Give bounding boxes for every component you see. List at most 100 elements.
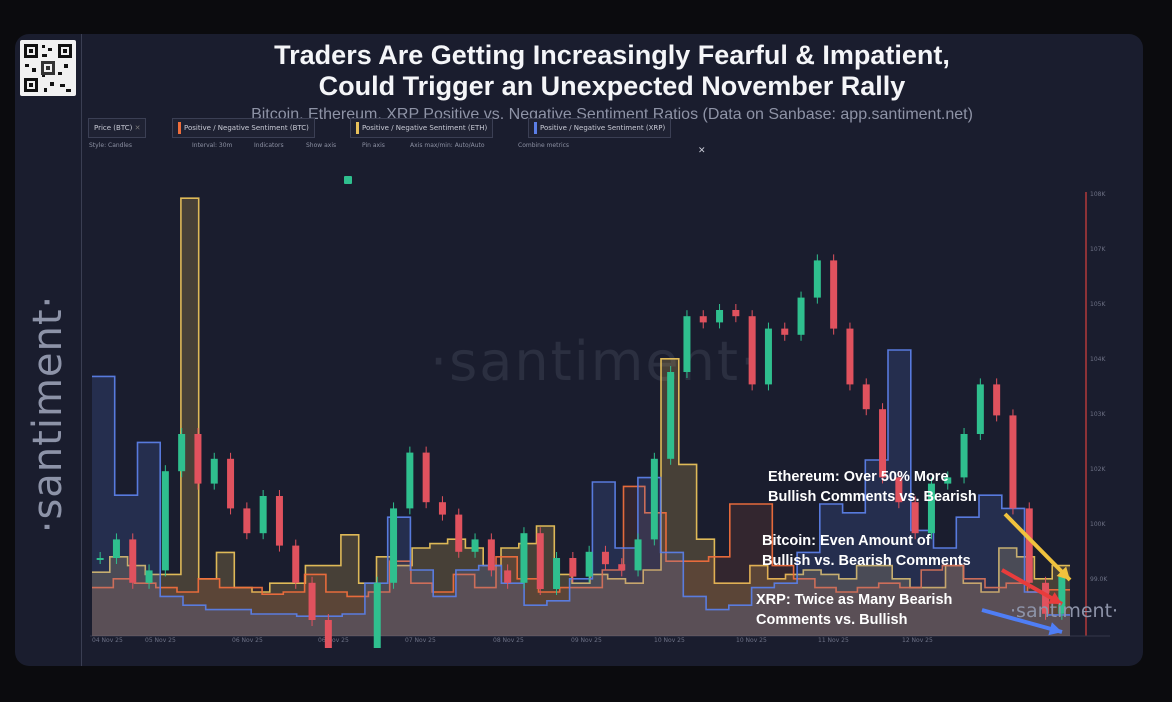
- candle-body: [732, 310, 740, 317]
- axis-minmax-dropdown[interactable]: Axis max/min: Auto/Auto: [410, 142, 485, 149]
- candle-body: [976, 384, 984, 434]
- style-dropdown[interactable]: Style: Candles: [89, 142, 132, 149]
- annotation-arrows: [981, 512, 1072, 636]
- x-tick-label: 06 Nov 25: [318, 637, 349, 644]
- candle-body: [830, 260, 838, 329]
- candle-body: [112, 539, 120, 558]
- price-tick-label: 108K: [1090, 191, 1106, 198]
- candle-body: [813, 260, 821, 298]
- candle-body: [683, 316, 691, 372]
- candle-body: [846, 328, 854, 385]
- tab-label: Positive / Negative Sentiment (ETH): [362, 124, 488, 132]
- tab-btc-sentiment[interactable]: Positive / Negative Sentiment (BTC): [172, 118, 315, 138]
- btc-annotation: Bitcoin: Even Amount of Bullish vs. Bear…: [762, 531, 971, 571]
- candle-body: [1058, 576, 1066, 614]
- candle-body: [178, 434, 186, 472]
- annotation-arrow: [1003, 512, 1072, 582]
- candle-body: [667, 372, 675, 459]
- indicators-dropdown[interactable]: Indicators: [254, 142, 284, 149]
- tab-eth-sentiment[interactable]: Positive / Negative Sentiment (ETH): [350, 118, 494, 138]
- candle-body: [1025, 508, 1033, 583]
- candle-body: [520, 533, 528, 583]
- checkbox-checked[interactable]: [344, 176, 352, 184]
- tab-xrp-sentiment[interactable]: Positive / Negative Sentiment (XRP): [528, 118, 672, 138]
- show-axis-toggle[interactable]: Show axis: [306, 142, 337, 149]
- candle-body: [944, 477, 952, 484]
- candle-body: [601, 551, 609, 565]
- x-tick-label: 11 Nov 25: [818, 637, 849, 644]
- price-tick-label: 107K: [1090, 246, 1106, 253]
- price-tick-label: 100K: [1090, 521, 1106, 528]
- candle-body: [1009, 415, 1017, 509]
- annotation-arrow: [981, 608, 1063, 634]
- x-tick-label: 10 Nov 25: [654, 637, 685, 644]
- eth-annotation-line1: Ethereum: Over 50% More: [768, 469, 949, 485]
- x-tick-label: 08 Nov 25: [493, 637, 524, 644]
- tab-label: Positive / Negative Sentiment (BTC): [184, 124, 309, 132]
- chart-title-line2: Could Trigger an Unexpected November Ral…: [318, 71, 906, 101]
- santiment-vertical-logo: ·santiment·: [25, 294, 71, 534]
- candle-body: [406, 452, 414, 509]
- candle-body: [145, 570, 153, 583]
- candle-body: [781, 328, 789, 335]
- candle-body: [161, 471, 169, 571]
- xrp-annotation-line1: XRP: Twice as Many Bearish: [756, 592, 953, 608]
- interval-dropdown[interactable]: Interval: 30m: [192, 142, 233, 149]
- candle-body: [259, 496, 267, 534]
- candle-body: [536, 533, 544, 589]
- close-icon[interactable]: ✕: [698, 146, 706, 156]
- candle-body: [960, 434, 968, 478]
- candle-body: [243, 508, 251, 534]
- btc-annotation-line1: Bitcoin: Even Amount of: [762, 533, 931, 549]
- xrp-sentiment-area: [92, 350, 1070, 636]
- chart-card: ·santiment· Traders Are Getting Increasi…: [15, 34, 1143, 666]
- candle-body: [764, 328, 772, 385]
- annotation-arrowhead: [1048, 592, 1062, 604]
- x-tick-label: 04 Nov 25: [92, 637, 123, 644]
- candle-body: [504, 570, 512, 583]
- x-tick-label: 07 Nov 25: [405, 637, 436, 644]
- candle-body: [748, 316, 756, 385]
- candle-body: [862, 384, 870, 410]
- candle-body: [422, 452, 430, 503]
- candle-body: [455, 514, 463, 552]
- candle-body: [96, 558, 104, 560]
- series-color-swatch: [178, 122, 181, 134]
- btc-annotation-line2: Bullish vs. Bearish Comments: [762, 553, 971, 569]
- candle-body: [927, 483, 935, 534]
- logo-band: ·santiment·: [15, 34, 82, 666]
- close-icon[interactable]: ✕: [134, 124, 141, 132]
- candle-body: [911, 502, 919, 534]
- candle-body: [553, 558, 561, 589]
- btc-sentiment-area: [92, 486, 1070, 636]
- candle-body: [129, 539, 137, 583]
- btc-price-series: [96, 254, 1066, 648]
- candle-body: [797, 297, 805, 335]
- candle-body: [634, 539, 642, 571]
- chart-title-line1: Traders Are Getting Increasingly Fearful…: [274, 40, 950, 70]
- candle-body: [895, 477, 903, 503]
- candle-body: [210, 458, 218, 484]
- price-tick-label: 104K: [1090, 356, 1106, 363]
- combine-metrics-button[interactable]: Combine metrics: [518, 142, 570, 149]
- candle-body: [292, 545, 300, 583]
- candle-body: [716, 310, 724, 323]
- pin-axis-toggle[interactable]: Pin axis: [362, 142, 385, 149]
- tab-label: Price (BTC): [94, 124, 133, 132]
- x-tick-label: 05 Nov 25: [145, 637, 176, 644]
- eth-annotation: Ethereum: Over 50% More Bullish Comments…: [768, 467, 977, 507]
- series-color-swatch: [356, 122, 359, 134]
- candle-body: [373, 582, 381, 648]
- price-tick-label: 105K: [1090, 301, 1106, 308]
- candle-body: [618, 564, 626, 571]
- xrp-annotation: XRP: Twice as Many Bearish Comments vs. …: [756, 590, 952, 630]
- santiment-corner-logo: ·santiment·: [1010, 600, 1119, 622]
- eth-sentiment-line: [92, 197, 1070, 593]
- candle-body: [275, 496, 283, 546]
- candle-body: [471, 539, 479, 552]
- candle-body: [1042, 582, 1050, 614]
- tab-price-btc[interactable]: Price (BTC) ✕: [88, 118, 147, 138]
- x-tick-label: 06 Nov 25: [232, 637, 263, 644]
- candle-body: [194, 434, 202, 484]
- santiment-watermark: ·santiment·: [430, 330, 760, 393]
